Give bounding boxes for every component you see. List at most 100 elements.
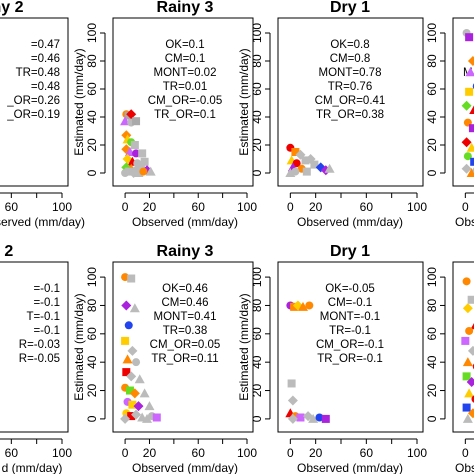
stat-line: T=-0.1 — [26, 311, 60, 323]
stat-line: TR_OR=0.1 — [154, 109, 216, 121]
y-tick-label: 80 — [250, 298, 264, 312]
y-tick-label: 0 — [85, 415, 99, 422]
plot-frame — [0, 17, 69, 187]
data-point — [310, 160, 319, 169]
data-point — [122, 354, 133, 364]
y-tick-label: 100 — [250, 23, 264, 43]
y-tick-label: 0 — [250, 415, 264, 422]
y-tick-label: 80 — [85, 298, 99, 312]
stat-line: OK=-0.05 — [325, 283, 375, 295]
panel-7: Dry 1 0 20 40 60 80 100 Estimated (mm/day) 0 20 60… — [237, 243, 427, 474]
x-tick-label: 60 — [360, 446, 374, 460]
data-point — [124, 167, 133, 176]
y-axis-title: Estimated (mm/day) — [72, 293, 86, 400]
x-tick-label: 20 — [309, 446, 323, 460]
x-tick-label: 100 — [237, 446, 257, 460]
data-point — [127, 345, 138, 356]
x-tick-label: 100 — [52, 200, 72, 214]
panel-title: iny 2 — [0, 243, 13, 260]
stat-line: =-0.1 — [33, 325, 60, 337]
stat-line: =0.47 — [31, 39, 60, 51]
data-point — [287, 413, 298, 424]
y-axis-title: Estimated (mm/day) — [237, 293, 251, 400]
y-tick-label: 40 — [425, 110, 439, 124]
data-point — [142, 413, 153, 423]
x-tick-label: 0 — [462, 200, 469, 214]
x-tick-label: 60 — [5, 200, 19, 214]
data-point — [465, 326, 474, 335]
data-point — [469, 105, 474, 114]
data-point — [132, 149, 141, 158]
data-point — [462, 403, 471, 412]
plot-frame — [277, 261, 424, 433]
data-point — [308, 413, 319, 423]
y-tick-label: 80 — [250, 54, 264, 68]
x-axis-title: Observed (mm/day) — [297, 215, 403, 229]
x-tick-label: 100 — [52, 446, 72, 460]
stat-line: OK=0.1 — [165, 39, 204, 51]
stat-line: TR_OR=0.38 — [316, 109, 384, 121]
x-tick-label: 20 — [143, 200, 157, 214]
y-tick-label: 20 — [250, 384, 264, 398]
data-point — [464, 388, 474, 398]
y-tick-label: 40 — [250, 110, 264, 124]
y-tick-label: 0 — [425, 415, 439, 422]
y-tick-label: 20 — [85, 138, 99, 152]
data-point — [126, 109, 137, 120]
data-point — [292, 159, 301, 168]
data-point — [129, 388, 140, 399]
x-tick-label: 0 — [287, 446, 294, 460]
data-point — [466, 377, 474, 388]
data-point — [124, 321, 133, 330]
data-point — [122, 154, 133, 164]
y-tick-label: 40 — [250, 355, 264, 369]
plot-frame — [452, 17, 474, 187]
x-axis-title: Observed (mm/day) — [0, 215, 85, 229]
data-point — [301, 156, 310, 165]
y-tick-label: 20 — [425, 138, 439, 152]
stat-line: MONT=0.41 — [154, 311, 217, 323]
x-tick-label: 100 — [407, 200, 427, 214]
data-point — [287, 395, 298, 406]
data-point — [463, 152, 472, 161]
data-point — [129, 303, 140, 313]
panel-title: Rainy 3 — [157, 243, 214, 260]
y-tick-label: 80 — [425, 298, 439, 312]
x-tick-label: 60 — [5, 446, 19, 460]
data-point — [144, 401, 155, 411]
data-point — [467, 408, 474, 419]
data-point — [467, 295, 474, 304]
stat-line: MONT=-0.1 — [320, 311, 380, 323]
plot-frame — [0, 261, 69, 433]
panel-title: Rainy 3 — [157, 0, 214, 16]
data-point — [471, 395, 474, 403]
data-point — [291, 167, 300, 176]
stat-line: =0.48 — [31, 81, 60, 93]
panel-title: Dry 1 — [330, 243, 370, 260]
panel-title: Rainy 2 — [0, 0, 24, 16]
data-point — [461, 336, 470, 345]
y-tick-label: 100 — [425, 23, 439, 43]
data-point — [462, 372, 471, 381]
data-point — [465, 33, 474, 42]
data-point — [321, 414, 330, 423]
y-tick-label: 40 — [85, 355, 99, 369]
x-tick-label: 0 — [122, 446, 129, 460]
data-point — [461, 163, 472, 174]
panel-2: Rainy 3 0 20 40 60 80 100 Estimated (mm/day) 0 20… — [72, 0, 257, 229]
stat-line: _OR=0.19 — [6, 109, 60, 121]
x-tick-label: 0 — [462, 446, 469, 460]
data-point — [465, 67, 474, 77]
x-axis-title: Obse — [455, 461, 474, 474]
x-tick-label: 100 — [237, 200, 257, 214]
stat-line: CM=0.8 — [330, 53, 371, 65]
data-point — [302, 167, 311, 176]
data-point — [130, 141, 139, 149]
data-point — [466, 168, 474, 177]
x-tick-label: 0 — [122, 200, 129, 214]
plot-frame — [112, 17, 254, 187]
stat-line: =0.46 — [31, 53, 60, 65]
stat-line: TR_OR=-0.1 — [317, 353, 383, 365]
